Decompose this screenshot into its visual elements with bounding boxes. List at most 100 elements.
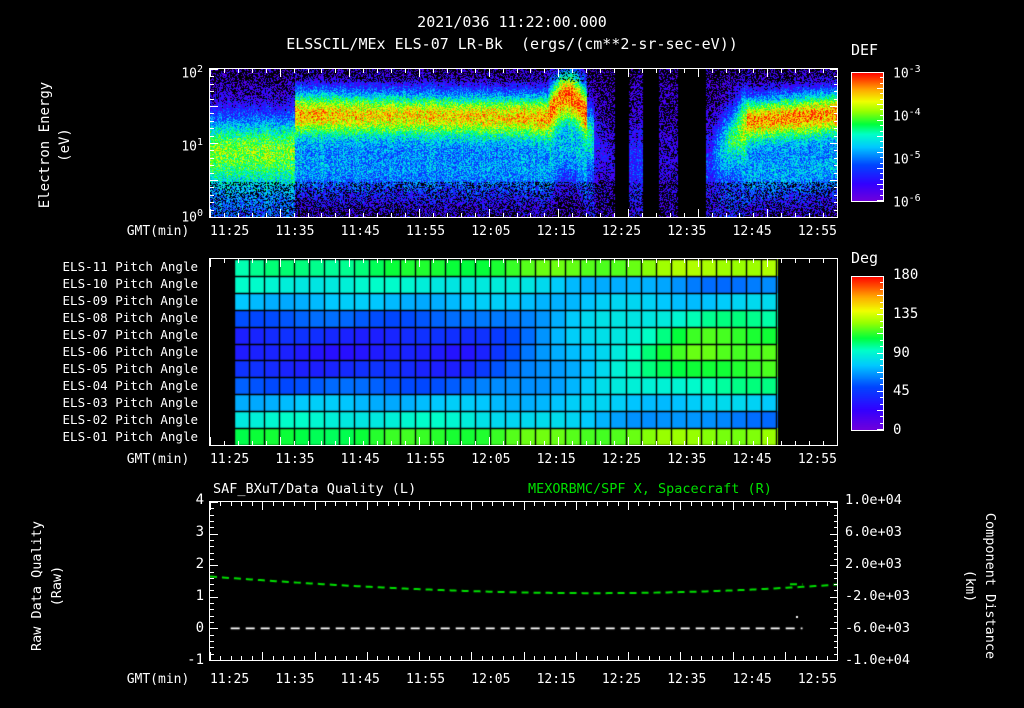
xtick-label: 12:15 bbox=[536, 452, 576, 467]
axis-tick bbox=[419, 502, 420, 510]
axis-tick bbox=[697, 69, 699, 77]
xtick-label: 12:45 bbox=[732, 224, 772, 239]
axis-tick bbox=[387, 502, 389, 506]
axis-tick bbox=[607, 656, 609, 660]
axis-tick bbox=[307, 69, 309, 73]
axis-tick bbox=[809, 259, 811, 263]
axis-tick bbox=[572, 441, 574, 445]
colorbar-tick bbox=[877, 390, 884, 392]
bottom-panel-ylabel-left: Raw Data Quality (Raw) bbox=[29, 520, 65, 652]
axis-tick bbox=[210, 596, 218, 598]
axis-tick bbox=[432, 259, 434, 263]
axis-tick bbox=[722, 502, 724, 506]
axis-tick bbox=[837, 437, 838, 445]
axis-tick bbox=[753, 502, 755, 506]
axis-tick bbox=[834, 514, 838, 516]
axis-tick bbox=[530, 441, 532, 445]
deg-tick-label: 180 bbox=[893, 267, 919, 283]
axis-tick bbox=[265, 259, 267, 263]
axis-tick bbox=[314, 502, 316, 510]
axis-tick bbox=[742, 656, 744, 660]
axis-tick bbox=[732, 502, 734, 510]
colorbar-tick bbox=[880, 384, 884, 386]
pitch-angle-row-label: ELS-09 Pitch Angle bbox=[62, 292, 198, 308]
colorbar-tick bbox=[880, 141, 884, 143]
axis-tick bbox=[628, 437, 629, 445]
axis-tick bbox=[356, 502, 358, 506]
axis-tick bbox=[701, 502, 703, 506]
axis-tick bbox=[565, 656, 567, 660]
axis-tick bbox=[241, 502, 243, 506]
axis-tick bbox=[596, 502, 598, 506]
axis-tick bbox=[739, 259, 741, 263]
axis-tick bbox=[377, 656, 379, 660]
axis-tick bbox=[711, 656, 713, 660]
pitch-angle-row-label: ELS-05 Pitch Angle bbox=[62, 361, 198, 377]
xtick-label: 12:45 bbox=[732, 452, 772, 467]
axis-tick bbox=[502, 69, 504, 73]
axis-tick bbox=[823, 69, 825, 73]
deg-tick-label: 0 bbox=[893, 422, 902, 438]
axis-tick bbox=[739, 441, 741, 445]
axis-tick bbox=[450, 656, 452, 660]
colorbar-tick bbox=[877, 314, 884, 316]
axis-tick bbox=[210, 69, 218, 70]
axis-tick bbox=[210, 514, 214, 516]
axis-tick bbox=[774, 502, 776, 506]
axis-tick bbox=[307, 213, 309, 217]
axis-tick bbox=[795, 69, 797, 73]
axis-tick bbox=[450, 502, 452, 506]
axis-tick bbox=[725, 213, 727, 217]
axis-tick bbox=[739, 69, 741, 73]
axis-tick bbox=[210, 615, 214, 617]
axis-tick bbox=[335, 259, 337, 263]
axis-tick bbox=[641, 69, 643, 73]
axis-tick bbox=[614, 213, 616, 217]
axis-tick bbox=[210, 106, 218, 107]
axis-tick bbox=[293, 213, 295, 217]
axis-tick bbox=[488, 437, 490, 445]
axis-tick bbox=[834, 135, 838, 137]
axis-tick bbox=[272, 502, 274, 506]
axis-tick bbox=[321, 69, 323, 73]
axis-tick bbox=[474, 213, 476, 217]
bottom-xaxis-ticks: 11:25 11:35 11:45 11:55 12:05 12:15 12:25 12:35… bbox=[0, 672, 1024, 690]
colorbar-tick bbox=[880, 365, 884, 367]
axis-tick bbox=[669, 656, 671, 660]
colorbar-tick bbox=[880, 77, 884, 79]
axis-tick bbox=[265, 441, 267, 445]
axis-tick bbox=[795, 656, 797, 660]
axis-tick bbox=[834, 120, 838, 122]
axis-tick bbox=[834, 603, 838, 605]
axis-tick bbox=[474, 69, 476, 73]
xtick-label: 11:35 bbox=[275, 452, 315, 467]
axis-tick bbox=[293, 69, 295, 73]
def-label-1e-5: 10-5 bbox=[893, 150, 921, 168]
axis-tick bbox=[837, 652, 838, 660]
axis-tick bbox=[251, 656, 253, 660]
axis-tick bbox=[565, 502, 567, 506]
axis-tick bbox=[834, 76, 838, 78]
axis-tick bbox=[220, 656, 222, 660]
colorbar-tick bbox=[877, 429, 884, 430]
axis-tick bbox=[834, 615, 838, 617]
axis-tick bbox=[349, 209, 351, 217]
axis-tick bbox=[488, 69, 490, 77]
axis-tick bbox=[638, 502, 640, 506]
axis-tick bbox=[210, 209, 214, 211]
axis-tick bbox=[530, 259, 532, 263]
axis-tick bbox=[460, 259, 462, 263]
def-colorbar-canvas bbox=[852, 73, 883, 201]
axis-tick bbox=[377, 502, 379, 506]
mid-xaxis-label: GMT(min) bbox=[126, 452, 190, 467]
axis-tick bbox=[307, 259, 309, 263]
axis-tick bbox=[753, 259, 755, 263]
axis-tick bbox=[816, 656, 818, 660]
axis-tick bbox=[366, 502, 368, 510]
axis-tick bbox=[834, 157, 838, 159]
axis-tick bbox=[816, 502, 818, 506]
axis-tick bbox=[210, 533, 218, 535]
axis-tick bbox=[210, 520, 214, 522]
pitch-angle-row-label: ELS-06 Pitch Angle bbox=[62, 344, 198, 359]
axis-tick bbox=[460, 656, 462, 660]
